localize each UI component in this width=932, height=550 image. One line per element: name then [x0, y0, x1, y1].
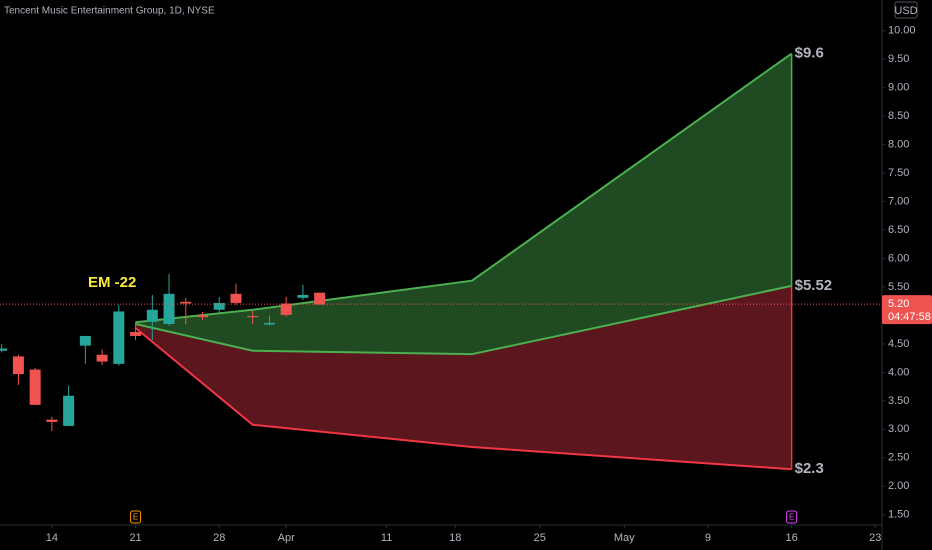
band-fill — [135, 53, 792, 355]
candle-body — [0, 348, 8, 351]
y-tick-label: 7.00 — [888, 195, 909, 207]
candle-body — [297, 294, 309, 298]
y-tick-label: 3.00 — [888, 423, 909, 435]
candle-body — [263, 322, 275, 325]
x-tick-label: 21 — [129, 532, 141, 544]
x-tick-label: 18 — [449, 532, 461, 544]
y-tick-label: 6.00 — [888, 252, 909, 264]
y-tick-label: 5.50 — [888, 281, 909, 293]
candles — [0, 273, 326, 432]
x-tick-label: 25 — [534, 532, 546, 544]
earnings-label: E — [789, 513, 794, 522]
y-tick-label: 7.50 — [888, 167, 909, 179]
candle-body — [280, 303, 292, 315]
candle-body — [113, 311, 125, 364]
bands: $9.6 $5.52 $2.3 — [134, 44, 833, 477]
band-end-label: $9.6 — [795, 44, 824, 61]
y-tick-label: 6.50 — [888, 224, 909, 236]
candle-body — [230, 293, 242, 303]
y-tick-label: 4.00 — [888, 366, 909, 378]
candle-body — [163, 293, 175, 324]
annotation: EM -22 — [88, 274, 136, 291]
candle-body — [63, 395, 75, 426]
currency-box — [894, 1, 918, 19]
candle-body — [146, 309, 158, 322]
x-tick-label: 14 — [46, 532, 58, 544]
x-tick-label: Apr — [278, 532, 295, 544]
y-tick-label: 10.00 — [888, 25, 916, 37]
earnings-marker — [786, 510, 798, 524]
x-tick-label: 23 — [869, 532, 881, 544]
candle-body — [197, 315, 209, 318]
candle-body — [46, 419, 58, 422]
currency: USD — [894, 5, 917, 17]
x-tick-label: 16 — [785, 532, 797, 544]
last-price-box — [882, 295, 932, 325]
candle-body — [12, 356, 24, 375]
band-line — [135, 52, 793, 324]
candle-body — [314, 292, 326, 305]
y-tick-label: 2.00 — [888, 480, 909, 492]
y-tick-label: 8.00 — [888, 139, 909, 151]
x-tick-label: 11 — [381, 532, 392, 544]
x-tick-label: 9 — [705, 532, 711, 544]
earnings-marker — [130, 510, 142, 524]
last-price-label: 5.20 — [888, 298, 909, 310]
earnings-label: E — [133, 513, 138, 522]
chart-title: Tencent Music Entertainment Group, 1D, N… — [4, 6, 215, 17]
band-fill — [135, 285, 792, 470]
candle-body — [130, 331, 142, 336]
y-tick-label: 2.50 — [888, 452, 909, 464]
y-tick-label: 3.50 — [888, 395, 909, 407]
candle-body — [29, 369, 41, 405]
x-tick-label: 28 — [213, 532, 225, 544]
y-tick-label: 8.50 — [888, 110, 909, 122]
y-tick-label: 4.50 — [888, 338, 909, 350]
candle-body — [213, 302, 225, 310]
candle-body — [247, 316, 259, 318]
candle-body — [180, 301, 192, 304]
band-end-label: $5.52 — [795, 277, 833, 294]
band-line — [135, 284, 792, 356]
x-tick-label: May — [614, 532, 635, 544]
band-line — [134, 327, 792, 471]
countdown: 04:47:58 — [888, 311, 931, 323]
band-end-label: $2.3 — [795, 460, 824, 477]
y-tick-label: 9.00 — [888, 82, 909, 94]
candle-body — [79, 335, 91, 346]
candle-body — [96, 354, 108, 362]
y-tick-label: 1.50 — [888, 509, 909, 521]
y-tick-label: 9.50 — [888, 53, 909, 65]
